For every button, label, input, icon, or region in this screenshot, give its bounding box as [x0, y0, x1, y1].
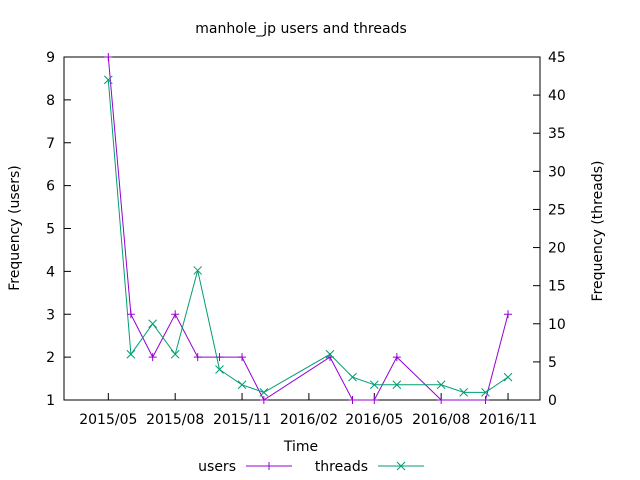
x-axis-label: Time [283, 439, 318, 455]
y-axis-label: Frequency (users) [7, 165, 23, 291]
y2-tick-label: 35 [548, 126, 566, 142]
legend-marker-users [265, 462, 273, 470]
x-tick-label: 2016/11 [479, 412, 537, 428]
y-tick-label: 6 [46, 179, 55, 195]
legend: users threads [198, 459, 424, 475]
y2-tick-label: 20 [548, 241, 566, 257]
threads-point [348, 372, 357, 382]
x-tick-label: 2016/05 [345, 412, 403, 428]
users-point [171, 310, 180, 319]
threads-point [103, 75, 113, 85]
users-point [392, 353, 401, 362]
users-point [238, 353, 247, 362]
y-tick-label: 3 [46, 307, 55, 323]
threads-point [148, 319, 158, 329]
threads-point [170, 349, 180, 359]
y2-tick-label: 15 [548, 279, 566, 295]
y2-tick-label: 25 [548, 202, 566, 218]
y-tick-label: 1 [46, 393, 55, 409]
x-tick-label: 2015/11 [213, 412, 271, 428]
threads-point [325, 349, 335, 359]
y-tick-label: 5 [46, 222, 55, 238]
legend-label-users: users [198, 459, 236, 475]
threads-point [126, 349, 136, 359]
threads-point [237, 380, 247, 390]
legend-marker-threads [396, 461, 406, 471]
users-point [104, 53, 113, 61]
y2-axis-label: Frequency (threads) [590, 161, 606, 302]
threads-point [503, 372, 513, 382]
users-point [504, 310, 513, 319]
users-point [348, 396, 357, 404]
threads-point [392, 380, 402, 390]
users-point [370, 396, 379, 404]
legend-label-threads: threads [315, 459, 368, 475]
x-tick-label: 2016/08 [412, 412, 470, 428]
users-point [193, 353, 202, 362]
series-users [104, 53, 513, 404]
users-point [126, 310, 135, 319]
y2-tick-label: 30 [548, 164, 566, 180]
y-tick-label: 2 [46, 350, 55, 366]
y2-tick-label: 45 [548, 50, 566, 66]
users-point [259, 396, 268, 404]
y2-tick-label: 0 [548, 393, 557, 409]
y2-tick-label: 10 [548, 317, 566, 333]
x-tick-label: 2015/05 [79, 412, 137, 428]
series-threads [103, 75, 513, 397]
users-point [481, 396, 490, 404]
users-line [107, 56, 509, 401]
y-tick-label: 4 [46, 264, 55, 280]
threads-point [259, 388, 269, 397]
threads-point [436, 380, 446, 390]
y-tick-label: 7 [46, 136, 55, 152]
threads-point [369, 380, 379, 390]
threads-point [215, 365, 224, 374]
users-point [437, 396, 446, 404]
y2-tick-label: 5 [548, 355, 557, 371]
chart-title: manhole_jp users and threads [195, 21, 407, 37]
y-tick-label: 8 [46, 93, 55, 109]
y2-tick-label: 40 [548, 88, 566, 104]
users-point [148, 353, 157, 362]
threads-line [107, 79, 509, 393]
threads-point [193, 266, 203, 275]
y-tick-label: 9 [46, 50, 55, 66]
threads-point [459, 388, 469, 397]
x-tick-label: 2015/08 [146, 412, 204, 428]
x-tick-label: 2016/02 [280, 412, 338, 428]
threads-point [481, 388, 490, 397]
